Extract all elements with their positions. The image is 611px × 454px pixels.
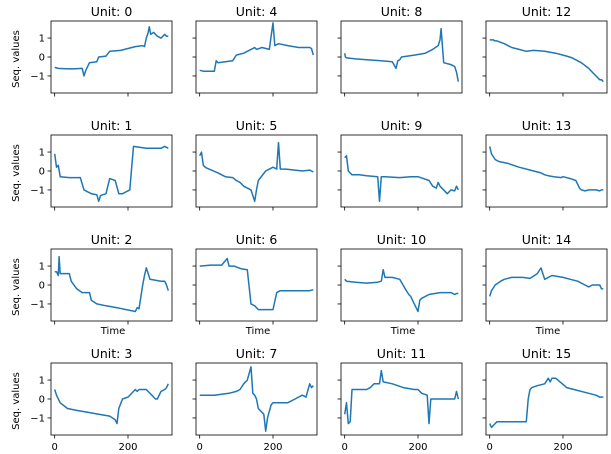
plot-frame xyxy=(340,134,463,208)
series-line xyxy=(199,366,314,432)
subplot: Unit: 13 xyxy=(482,118,608,211)
y-tick-label: 0 xyxy=(39,167,45,178)
y-tick-label: 1 xyxy=(39,262,45,273)
x-axis-label: Time xyxy=(390,326,415,337)
y-axis-label: Seq. values xyxy=(11,144,22,202)
subplot-title: Unit: 13 xyxy=(522,118,572,133)
subplot: Unit: 6 xyxy=(192,232,318,325)
plot-frame xyxy=(485,248,608,322)
y-tick-label: 0 xyxy=(39,395,45,406)
subplot: Unit: 11 0 200 xyxy=(337,346,463,453)
x-tick-label: 200 xyxy=(408,442,427,453)
x-tick-label: 0 xyxy=(486,442,492,453)
y-tick-label: 0 xyxy=(39,53,45,64)
subplot-title: Unit: 2 xyxy=(91,232,133,247)
y-tick-label: −1 xyxy=(30,299,45,310)
plot-frame xyxy=(195,248,318,322)
subplot-title: Unit: 10 xyxy=(377,232,427,247)
series-line xyxy=(199,22,315,72)
subplot-title: Unit: 3 xyxy=(91,346,133,361)
y-axis-labels: Seq. values Seq. values Seq. values Seq.… xyxy=(11,30,22,430)
y-tick-label: −1 xyxy=(30,71,45,82)
series-line xyxy=(344,269,459,313)
series-line xyxy=(53,145,169,203)
y-tick-label: −1 xyxy=(30,185,45,196)
y-tick-label: 1 xyxy=(39,34,45,45)
x-tick-label: 200 xyxy=(118,442,137,453)
series-line xyxy=(54,255,170,313)
subplot-title: Unit: 1 xyxy=(91,118,133,133)
subplot: Unit: 4 xyxy=(192,4,318,97)
subplot: Unit: 3 −1 0 1 0 200 xyxy=(30,346,173,453)
series-line xyxy=(199,257,314,311)
subplot-title: Unit: 5 xyxy=(236,118,278,133)
x-axis-label: Time xyxy=(245,326,270,337)
x-tick-label: 0 xyxy=(341,442,347,453)
subplot: Unit: 2 −1 0 1 xyxy=(30,232,173,325)
x-tick-label: 0 xyxy=(51,442,57,453)
series-line xyxy=(54,25,169,77)
series-line xyxy=(489,377,604,429)
subplot-title: Unit: 15 xyxy=(522,346,572,361)
x-tick-label: 0 xyxy=(196,442,202,453)
plot-frame xyxy=(340,248,463,322)
subplot-title: Unit: 6 xyxy=(236,232,278,247)
y-axis-label: Seq. values xyxy=(11,30,22,88)
y-tick-label: 1 xyxy=(39,376,45,387)
x-tick-label: 200 xyxy=(553,442,572,453)
plot-frame xyxy=(195,20,318,94)
subplot-title: Unit: 4 xyxy=(236,4,278,19)
series-line xyxy=(489,39,604,83)
subplot-title: Unit: 0 xyxy=(91,4,133,19)
y-tick-label: 0 xyxy=(39,281,45,292)
subplot: Unit: 7 0 200 xyxy=(192,346,318,453)
subplot: Unit: 5 xyxy=(192,118,318,211)
plot-frame xyxy=(485,134,608,208)
subplot-title: Unit: 9 xyxy=(381,118,423,133)
series-line xyxy=(343,27,460,82)
subplot-title: Unit: 11 xyxy=(377,346,427,361)
x-tick-label: 200 xyxy=(263,442,282,453)
subplot-title: Unit: 14 xyxy=(522,232,572,247)
plot-frame xyxy=(485,362,608,436)
series-line xyxy=(344,155,459,203)
y-tick-label: −1 xyxy=(30,413,45,424)
y-axis-label: Seq. values xyxy=(11,258,22,316)
y-axis-label: Seq. values xyxy=(11,372,22,430)
plot-frame xyxy=(50,248,173,322)
subplot: Unit: 15 0 200 xyxy=(482,346,608,453)
series-line xyxy=(488,146,604,192)
subplot: Unit: 0 −1 0 1 xyxy=(30,4,173,97)
subplot-title: Unit: 8 xyxy=(381,4,423,19)
series-line xyxy=(488,267,604,297)
x-axis-labels: Time Time Time Time xyxy=(100,326,560,337)
x-axis-label: Time xyxy=(535,326,560,337)
subplot-title: Unit: 7 xyxy=(236,346,278,361)
subplot: Unit: 1 −1 0 1 xyxy=(30,118,173,211)
subplot-title: Unit: 12 xyxy=(522,4,572,19)
plot-frame xyxy=(50,134,173,208)
y-tick-label: 1 xyxy=(39,148,45,159)
subplot: Unit: 14 xyxy=(482,232,608,325)
subplot: Unit: 10 xyxy=(337,232,463,325)
subplot: Unit: 8 xyxy=(337,4,463,97)
series-line xyxy=(53,383,169,425)
plot-frame xyxy=(50,362,173,436)
plot-frame xyxy=(485,20,608,94)
subplot: Unit: 12 xyxy=(482,4,608,97)
series-line xyxy=(199,141,314,203)
subplot: Unit: 9 xyxy=(337,118,463,211)
x-axis-label: Time xyxy=(100,326,125,337)
series-line xyxy=(343,369,460,425)
